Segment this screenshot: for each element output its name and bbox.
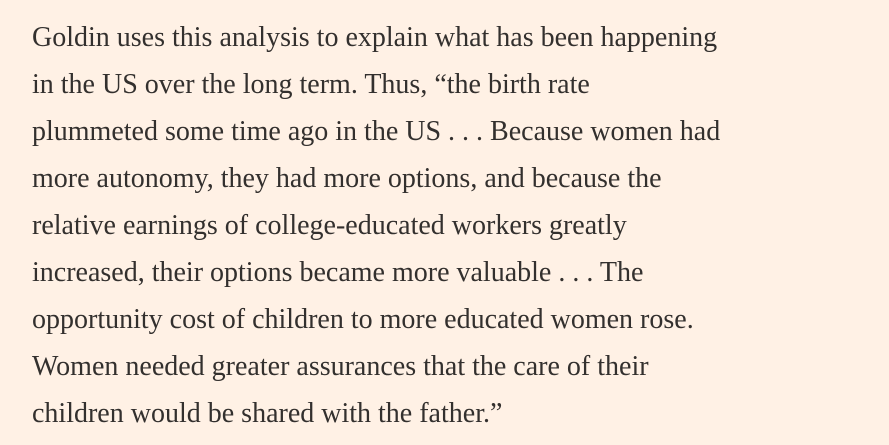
text-line: Goldin uses this analysis to explain wha… xyxy=(32,22,718,53)
text-line: Women needed greater assurances that the… xyxy=(32,351,649,382)
text-line: children would be shared with the father… xyxy=(32,398,503,429)
text-line: plummeted some time ago in the US . . . … xyxy=(32,116,721,147)
text-line: opportunity cost of children to more edu… xyxy=(32,304,694,335)
text-line: in the US over the long term. Thus, “the… xyxy=(32,69,590,100)
text-line: relative earnings of college-educated wo… xyxy=(32,210,627,241)
text-line: increased, their options became more val… xyxy=(32,257,644,288)
text-line: more autonomy, they had more options, an… xyxy=(32,163,662,194)
